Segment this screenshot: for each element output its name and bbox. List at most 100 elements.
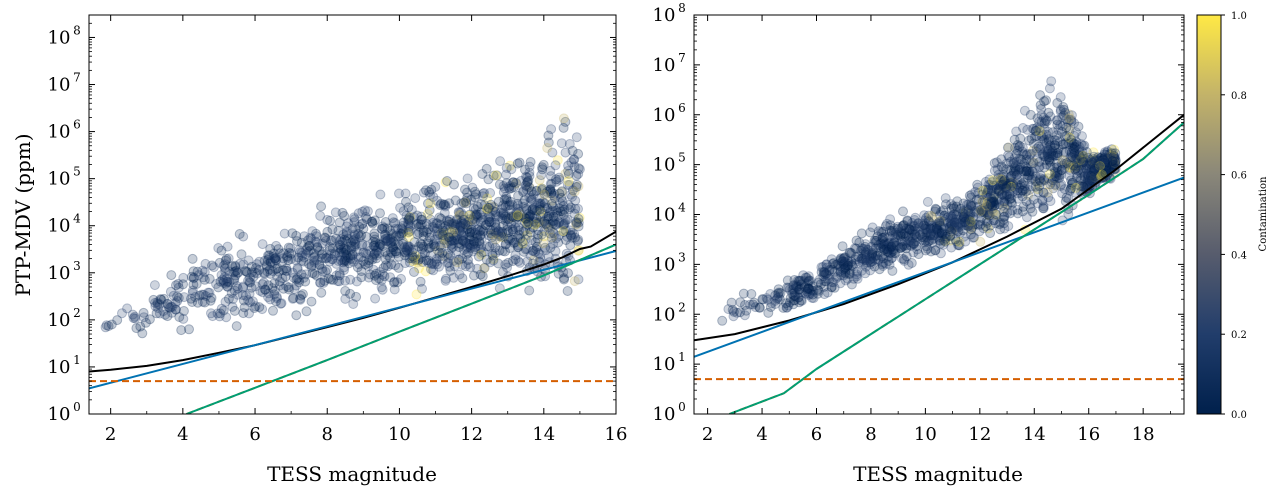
data-point — [1006, 193, 1017, 204]
data-point — [1017, 142, 1028, 153]
data-point — [198, 272, 209, 283]
data-point — [295, 293, 305, 304]
data-point — [960, 236, 971, 247]
data-point — [1041, 145, 1052, 156]
data-point — [277, 257, 287, 268]
data-point — [341, 249, 352, 260]
data-point — [538, 231, 549, 242]
data-point — [295, 247, 305, 258]
data-point — [522, 213, 533, 224]
data-point — [1095, 170, 1106, 181]
data-point — [837, 241, 848, 252]
data-point — [723, 304, 734, 315]
data-point — [838, 256, 849, 267]
data-point — [1043, 134, 1054, 145]
data-point — [961, 213, 971, 224]
data-point — [787, 288, 798, 299]
data-point — [518, 213, 529, 224]
data-point — [424, 187, 435, 197]
data-point — [1048, 149, 1059, 160]
data-point — [567, 191, 577, 202]
data-point — [396, 223, 407, 234]
data-point — [334, 268, 345, 279]
data-point — [856, 243, 867, 254]
data-point — [792, 282, 803, 293]
data-point — [410, 254, 421, 265]
data-point — [1013, 142, 1024, 153]
data-point — [936, 227, 947, 238]
data-point — [1015, 188, 1026, 198]
data-point — [422, 209, 433, 219]
data-point — [343, 218, 353, 229]
data-point — [1083, 176, 1094, 187]
data-point — [569, 154, 580, 165]
data-point — [832, 271, 843, 282]
data-point — [1067, 178, 1078, 188]
data-point — [1006, 197, 1017, 208]
data-point — [498, 181, 509, 191]
data-point — [763, 307, 774, 318]
data-point — [988, 180, 999, 191]
data-point — [303, 235, 314, 246]
data-point — [796, 279, 807, 290]
data-point — [539, 198, 550, 209]
data-point — [1022, 148, 1033, 159]
data-point — [463, 255, 473, 265]
data-point — [204, 287, 215, 298]
data-point — [986, 185, 997, 196]
data-point — [802, 286, 813, 297]
data-point — [382, 223, 393, 234]
data-point — [402, 246, 413, 257]
data-point — [470, 204, 481, 215]
data-point — [878, 257, 889, 268]
data-point — [1077, 181, 1088, 192]
data-point — [434, 251, 445, 262]
data-point — [440, 177, 451, 188]
data-point — [983, 179, 994, 190]
data-point — [1071, 161, 1082, 172]
data-point — [794, 287, 805, 298]
data-point — [963, 199, 974, 210]
data-point — [244, 308, 254, 319]
data-point — [357, 239, 368, 250]
data-point — [921, 224, 932, 235]
data-point — [1102, 159, 1113, 170]
series-line-model-green- — [186, 243, 616, 414]
data-point — [1100, 147, 1110, 158]
data-point — [400, 258, 411, 269]
data-point — [1042, 143, 1053, 154]
y-tick-exponent: 0 — [73, 400, 81, 414]
data-point — [573, 221, 584, 232]
data-point — [276, 298, 287, 309]
data-point — [958, 206, 969, 216]
data-point — [985, 179, 996, 190]
data-point — [336, 246, 347, 257]
data-point — [1039, 175, 1050, 186]
data-point — [982, 188, 993, 198]
data-point — [241, 290, 251, 301]
data-point — [521, 171, 531, 182]
data-point — [1017, 206, 1028, 217]
data-point — [289, 284, 300, 295]
data-point — [452, 257, 463, 268]
data-point — [327, 235, 338, 246]
data-point — [371, 245, 382, 256]
data-point — [554, 217, 565, 227]
data-point — [555, 206, 566, 217]
data-point — [1023, 190, 1034, 200]
data-point — [503, 233, 514, 244]
data-point — [844, 247, 855, 258]
data-point — [445, 227, 456, 237]
data-point — [801, 272, 812, 283]
data-point — [200, 291, 211, 301]
data-point — [998, 163, 1009, 174]
data-point — [309, 255, 319, 266]
data-point — [563, 200, 574, 210]
data-point — [1066, 179, 1077, 190]
data-point — [361, 231, 372, 242]
data-point — [989, 158, 1000, 169]
data-point — [901, 240, 912, 251]
data-point — [980, 184, 991, 195]
data-point — [520, 217, 531, 228]
data-point — [1098, 156, 1109, 167]
